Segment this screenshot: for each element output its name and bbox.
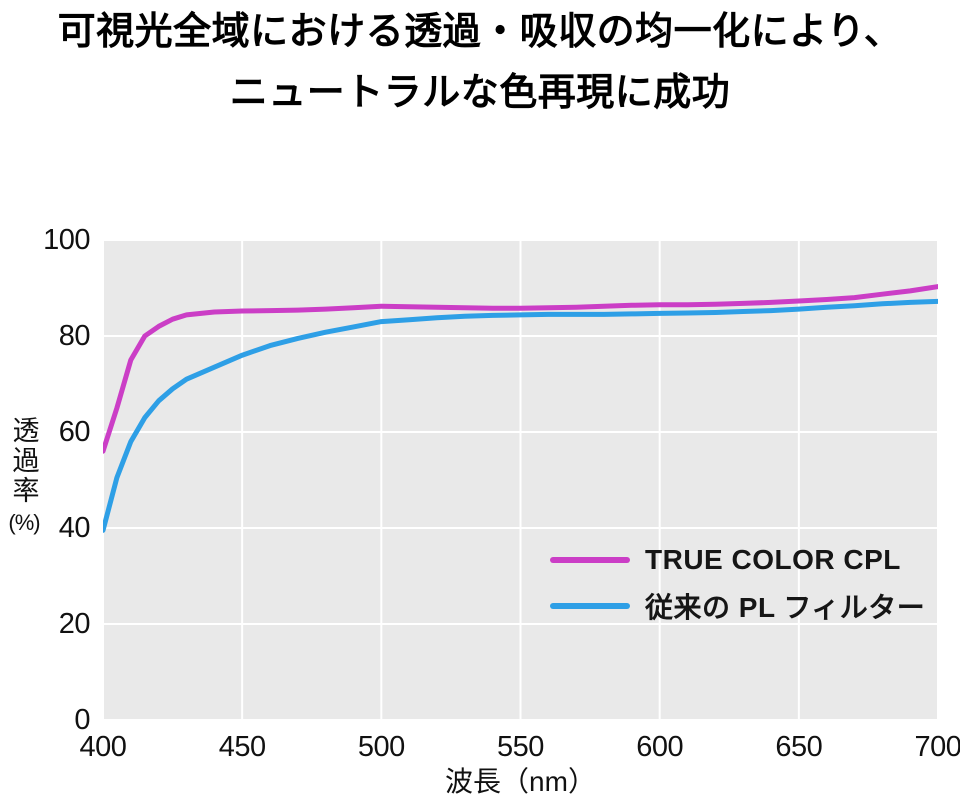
legend-item-conventional-pl: 従来の PL フィルター	[550, 583, 925, 629]
chart-title-line-1: 可視光全域における透過・吸収の均一化により、	[57, 11, 903, 53]
legend: TRUE COLOR CPL 従来の PL フィルター	[550, 537, 925, 629]
series-line-1	[103, 298, 938, 533]
chart-title: 可視光全域における透過・吸収の均一化により、 ニュートラルな色再現に成功	[0, 2, 960, 124]
x-tick-label-450: 450	[218, 731, 266, 763]
x-tick-label-650: 650	[775, 731, 823, 763]
legend-item-true-color-cpl: TRUE COLOR CPL	[550, 537, 925, 583]
plot-area: TRUE COLOR CPL 従来の PL フィルター	[103, 240, 938, 720]
y-tick-label-100: 100	[43, 224, 90, 256]
legend-label-true-color-cpl: TRUE COLOR CPL	[645, 544, 901, 575]
x-tick-label-550: 550	[497, 731, 544, 763]
series-line-0	[103, 284, 938, 454]
y-axis-label: 透過率 (%)	[4, 416, 44, 536]
y-tick-label-0: 0	[74, 704, 90, 736]
x-tick-label-500: 500	[357, 731, 405, 763]
y-tick-label-20: 20	[58, 608, 91, 640]
legend-line-swatch-blue	[550, 603, 630, 609]
legend-label-conventional-pl: 従来の PL フィルター	[645, 592, 926, 623]
chart-title-line-2: ニュートラルな色再現に成功	[229, 72, 731, 114]
line-chart-canvas	[103, 240, 938, 720]
y-axis-label-unit: (%)	[8, 510, 40, 535]
legend-line-swatch-magenta	[550, 557, 630, 563]
y-tick-label-40: 40	[58, 512, 91, 544]
x-tick-label-700: 700	[914, 731, 960, 763]
x-axis-label: 波長（nm）	[445, 766, 596, 797]
x-tick-label-400: 400	[79, 731, 127, 763]
y-axis-label-text: 透過率	[8, 416, 39, 506]
y-tick-label-80: 80	[58, 320, 91, 352]
x-tick-label-600: 600	[636, 731, 684, 763]
y-tick-label-60: 60	[58, 416, 91, 448]
